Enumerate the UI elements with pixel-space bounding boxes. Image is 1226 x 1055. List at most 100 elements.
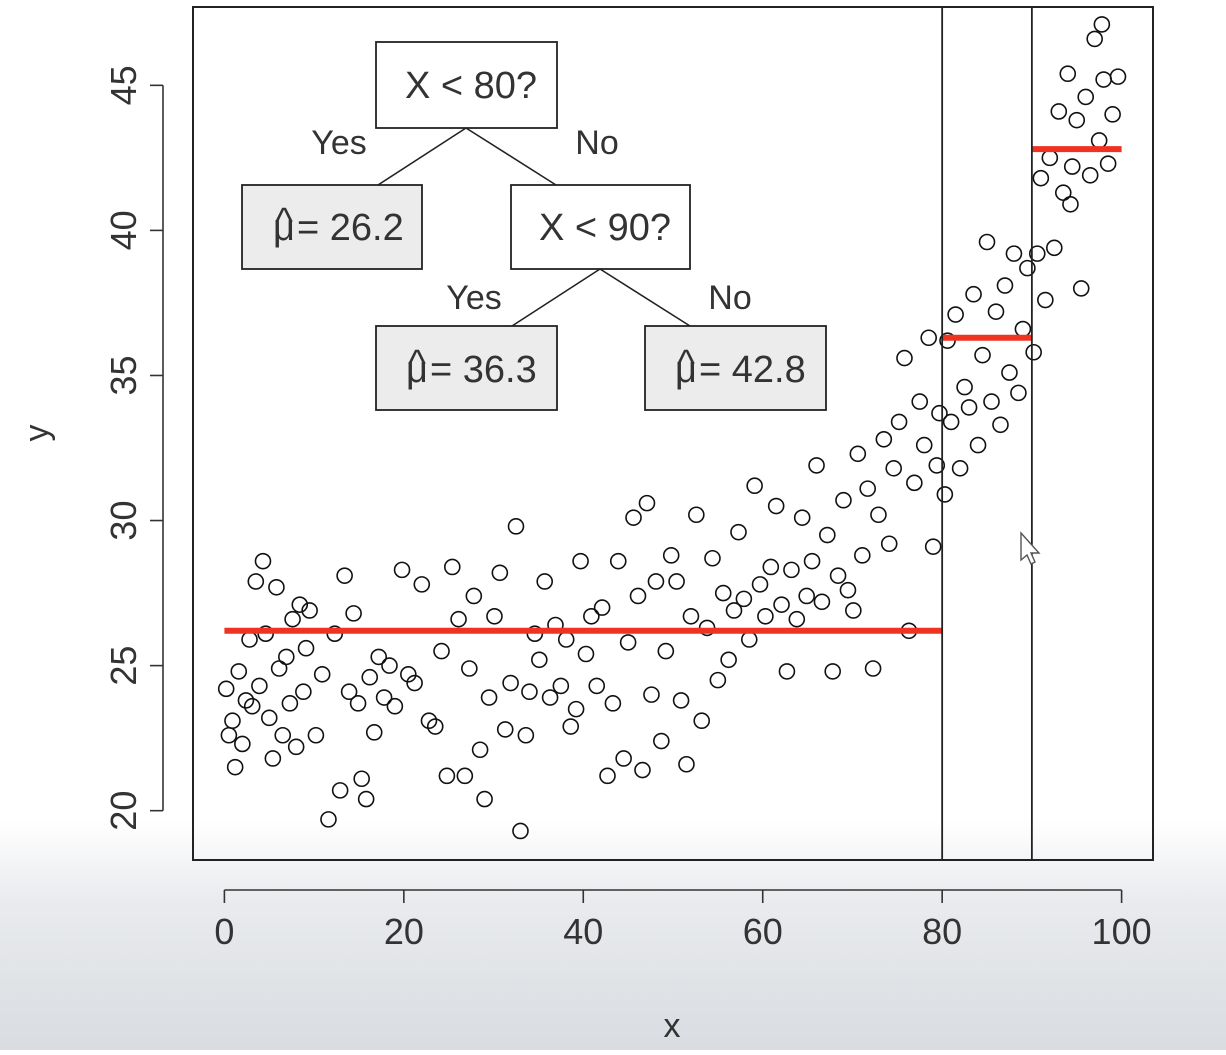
data-point-19 bbox=[281, 695, 299, 712]
data-point-178 bbox=[1068, 111, 1086, 129]
data-point-104 bbox=[714, 584, 732, 602]
data-point-186 bbox=[1104, 106, 1121, 123]
data-point-123 bbox=[813, 593, 831, 611]
data-point-23 bbox=[295, 683, 312, 701]
data-point-33 bbox=[345, 605, 362, 622]
data-point-70 bbox=[541, 689, 559, 706]
data-point-138 bbox=[890, 413, 908, 431]
data-point-35 bbox=[353, 770, 370, 788]
data-point-137 bbox=[885, 460, 903, 477]
data-point-2 bbox=[224, 712, 241, 730]
data-point-148 bbox=[936, 486, 954, 503]
data-point-65 bbox=[517, 726, 535, 744]
data-point-43 bbox=[393, 561, 411, 579]
data-point-111 bbox=[751, 576, 769, 593]
data-point-21 bbox=[287, 738, 305, 756]
data-point-107 bbox=[730, 523, 747, 541]
data-point-66 bbox=[521, 683, 538, 701]
root-no-label: No bbox=[575, 124, 618, 162]
data-point-90 bbox=[643, 686, 660, 703]
data-point-116 bbox=[778, 663, 796, 680]
data-point-152 bbox=[951, 460, 969, 477]
mouse-cursor-icon bbox=[1020, 531, 1041, 565]
data-point-55 bbox=[465, 587, 483, 605]
data-point-20 bbox=[284, 610, 301, 628]
data-point-147 bbox=[931, 404, 948, 422]
data-point-26 bbox=[307, 726, 325, 744]
data-point-14 bbox=[264, 750, 282, 767]
data-point-76 bbox=[572, 552, 589, 570]
data-point-156 bbox=[969, 436, 987, 454]
data-point-93 bbox=[657, 642, 675, 660]
y-tick-label-4: 40 bbox=[103, 210, 144, 250]
data-point-162 bbox=[996, 277, 1014, 294]
data-point-44 bbox=[400, 666, 417, 683]
data-point-110 bbox=[746, 477, 763, 495]
data-point-126 bbox=[829, 567, 847, 584]
data-point-31 bbox=[336, 567, 353, 584]
data-point-131 bbox=[854, 547, 871, 564]
data-point-144 bbox=[920, 329, 938, 347]
data-point-118 bbox=[788, 610, 806, 628]
edge-inner-yes bbox=[511, 268, 601, 327]
data-point-51 bbox=[443, 558, 461, 576]
data-point-124 bbox=[819, 526, 836, 544]
x-tick-label-5: 100 bbox=[1092, 911, 1152, 952]
data-point-57 bbox=[476, 790, 493, 808]
data-point-182 bbox=[1086, 30, 1103, 48]
y-tick-label-3: 35 bbox=[103, 355, 144, 395]
data-point-174 bbox=[1050, 103, 1068, 120]
data-point-151 bbox=[947, 306, 964, 323]
data-point-18 bbox=[278, 648, 295, 666]
data-point-102 bbox=[704, 549, 721, 567]
data-point-73 bbox=[557, 631, 575, 648]
data-point-25 bbox=[301, 602, 318, 619]
data-point-129 bbox=[845, 602, 862, 619]
data-point-167 bbox=[1019, 259, 1036, 277]
data-point-48 bbox=[426, 718, 444, 735]
data-point-188 bbox=[1062, 195, 1079, 213]
data-point-146 bbox=[928, 457, 946, 474]
data-point-155 bbox=[965, 285, 982, 303]
data-point-74 bbox=[562, 718, 580, 735]
data-point-85 bbox=[619, 634, 637, 651]
data-point-125 bbox=[824, 663, 842, 680]
data-point-143 bbox=[915, 436, 933, 454]
data-point-134 bbox=[870, 506, 887, 524]
y-tick-label-1: 25 bbox=[103, 646, 144, 686]
data-point-38 bbox=[365, 724, 383, 741]
data-point-189 bbox=[1093, 16, 1111, 33]
mid-leaf-hat: ^ bbox=[408, 343, 426, 385]
data-point-106 bbox=[725, 602, 743, 619]
data-point-89 bbox=[638, 494, 656, 512]
data-point-117 bbox=[783, 561, 800, 579]
data-point-54 bbox=[461, 660, 478, 677]
data-point-82 bbox=[604, 695, 622, 712]
data-point-42 bbox=[386, 697, 404, 715]
data-point-159 bbox=[983, 393, 1000, 410]
data-point-139 bbox=[896, 349, 913, 367]
data-point-136 bbox=[880, 535, 898, 553]
data-point-150 bbox=[942, 413, 960, 431]
data-point-121 bbox=[803, 552, 821, 570]
data-point-53 bbox=[456, 767, 474, 785]
data-point-164 bbox=[1005, 245, 1023, 262]
data-point-15 bbox=[268, 578, 285, 596]
data-point-168 bbox=[1025, 343, 1042, 361]
inner-no-label: No bbox=[708, 279, 751, 317]
left-leaf-value: = 26.2 bbox=[297, 207, 404, 249]
data-point-58 bbox=[480, 689, 498, 706]
data-point-56 bbox=[471, 741, 489, 759]
data-point-86 bbox=[625, 509, 642, 526]
data-point-0 bbox=[217, 680, 235, 698]
root-yes-label: Yes bbox=[311, 124, 366, 162]
right-leaf-value: = 42.8 bbox=[699, 349, 806, 391]
data-point-4 bbox=[230, 663, 248, 680]
data-point-46 bbox=[413, 576, 431, 593]
data-point-59 bbox=[486, 607, 503, 625]
right-leaf-mu: μ bbox=[675, 349, 697, 391]
data-point-87 bbox=[629, 587, 647, 605]
data-point-9 bbox=[247, 573, 265, 590]
